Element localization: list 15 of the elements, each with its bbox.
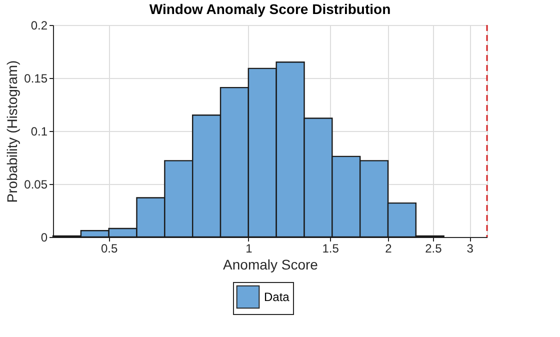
x-tick-label: 1.5 [322,242,340,256]
y-tick-label: 0 [40,230,48,244]
x-tick-label: 3 [466,242,474,256]
chart-title: Window Anomaly Score Distribution [149,1,391,17]
y-tick-label: 0.05 [24,178,48,192]
y-axis-title: Probability (Histogram) [4,60,20,203]
legend-label: Data [264,290,290,304]
y-tick-label: 0.1 [30,124,48,138]
x-axis-title: Anomaly Score [223,256,318,272]
x-tick-label: 2.5 [425,242,442,256]
x-tick-label: 2 [385,242,392,256]
x-tick-label: 0.5 [101,242,118,256]
y-tick-label: 0.2 [30,18,48,32]
y-tick-label: 0.15 [24,72,48,86]
x-tick-label: 1 [246,242,253,256]
